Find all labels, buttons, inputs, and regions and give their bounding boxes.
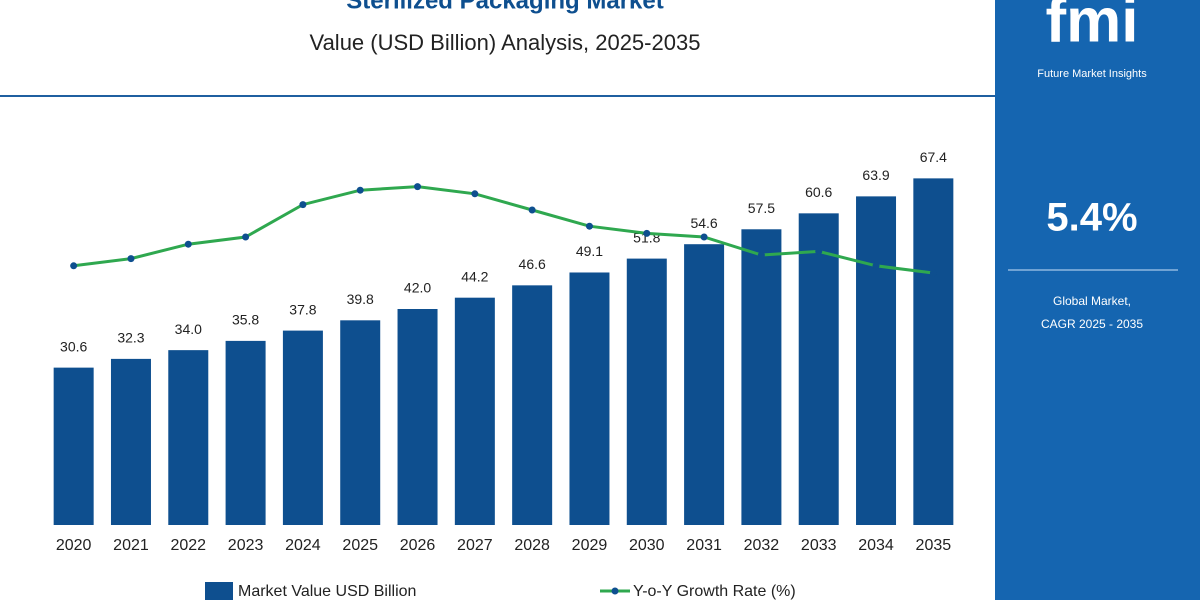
- bar: [168, 350, 209, 525]
- bar: [512, 285, 553, 525]
- bar: [626, 258, 667, 525]
- cagr-value: 5.4%: [1046, 196, 1137, 240]
- x-tick-label: 2021: [113, 537, 149, 554]
- x-tick-label: 2025: [342, 537, 378, 554]
- bar: [340, 320, 381, 525]
- growth-point: [757, 251, 765, 259]
- data-label: 39.8: [347, 291, 374, 307]
- bar: [110, 358, 151, 525]
- chart-title: Sterilized Packaging Market: [346, 0, 663, 14]
- x-tick-label: 2027: [457, 537, 493, 554]
- data-label: 37.8: [289, 301, 316, 317]
- growth-point: [242, 233, 250, 241]
- growth-point: [70, 262, 78, 270]
- data-label: 49.1: [576, 243, 603, 259]
- legend-label: Y-o-Y Growth Rate (%): [633, 583, 796, 600]
- data-label: 67.4: [920, 149, 947, 165]
- x-tick-label: 2031: [686, 537, 722, 554]
- bar: [741, 229, 782, 526]
- data-label: 34.0: [175, 321, 202, 337]
- data-label: 54.6: [690, 215, 717, 231]
- growth-point: [184, 240, 192, 248]
- data-label: 46.6: [519, 256, 546, 272]
- bar: [53, 367, 94, 525]
- data-label: 32.3: [117, 330, 144, 346]
- growth-point: [872, 262, 880, 270]
- growth-point: [127, 255, 135, 263]
- legend-swatch: [611, 587, 619, 595]
- x-tick-label: 2033: [801, 537, 837, 554]
- sidebar: [995, 0, 1200, 600]
- x-tick-label: 2023: [228, 537, 264, 554]
- growth-point: [585, 222, 593, 230]
- legend-label: Market Value USD Billion: [238, 583, 416, 600]
- logo: fmi: [1046, 0, 1139, 55]
- growth-point: [700, 233, 708, 241]
- x-tick-label: 2034: [858, 537, 894, 554]
- growth-point: [643, 229, 651, 237]
- growth-point: [414, 183, 422, 191]
- growth-point: [471, 190, 479, 198]
- x-tick-label: 2024: [285, 537, 321, 554]
- data-label: 42.0: [404, 280, 431, 296]
- data-label: 44.2: [461, 268, 488, 284]
- bar: [798, 213, 839, 526]
- growth-point: [528, 206, 536, 214]
- x-tick-label: 2032: [744, 537, 780, 554]
- chart-subtitle: Value (USD Billion) Analysis, 2025-2035: [310, 30, 701, 55]
- bar: [282, 330, 323, 525]
- data-label: 57.5: [748, 200, 775, 216]
- x-tick-label: 2029: [572, 537, 608, 554]
- bar: [454, 297, 495, 525]
- brand: Future Market Insights: [1037, 68, 1147, 80]
- growth-point: [356, 186, 364, 194]
- data-label: 63.9: [862, 167, 889, 183]
- bar: [569, 272, 610, 525]
- x-tick-label: 2035: [916, 537, 952, 554]
- bar: [913, 178, 954, 525]
- bar: [856, 196, 897, 525]
- growth-line: [73, 185, 934, 275]
- growth-point: [929, 269, 937, 277]
- x-tick-label: 2030: [629, 537, 665, 554]
- bar: [684, 244, 725, 525]
- data-label: 35.8: [232, 312, 259, 328]
- x-tick-label: 2026: [400, 537, 436, 554]
- x-tick-label: 2020: [56, 537, 92, 554]
- cagr-caption: Global Market,: [1053, 294, 1131, 308]
- legend-swatch: [205, 582, 233, 600]
- cagr-caption: CAGR 2025 - 2035: [1041, 317, 1143, 331]
- data-label: 60.6: [805, 184, 832, 200]
- bar: [397, 309, 438, 525]
- x-tick-label: 2028: [514, 537, 550, 554]
- x-tick-label: 2022: [170, 537, 206, 554]
- growth-point: [815, 247, 823, 255]
- data-label: 30.6: [60, 338, 87, 354]
- bar: [225, 340, 266, 525]
- growth-point: [299, 201, 307, 209]
